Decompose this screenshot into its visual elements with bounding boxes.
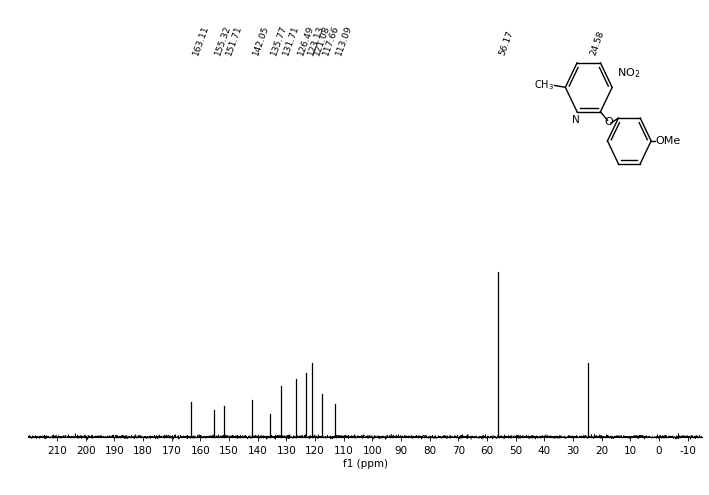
Text: 56.17: 56.17 [498, 29, 515, 57]
X-axis label: f1 (ppm): f1 (ppm) [342, 459, 388, 469]
Text: CH$_3$: CH$_3$ [534, 79, 554, 93]
Text: 155.32: 155.32 [213, 24, 233, 57]
Text: 24.58: 24.58 [588, 30, 605, 57]
Text: 126.49: 126.49 [296, 24, 316, 57]
Text: 142.05: 142.05 [252, 24, 271, 57]
Text: 163.11: 163.11 [191, 24, 211, 57]
Text: 117.66: 117.66 [322, 24, 341, 57]
Text: O: O [605, 117, 613, 127]
Text: N: N [572, 114, 580, 125]
Text: 151.71: 151.71 [224, 24, 243, 57]
Text: OMe: OMe [656, 136, 681, 146]
Text: 135.77: 135.77 [270, 24, 289, 57]
Text: 123.13: 123.13 [306, 24, 325, 57]
Text: 113.09: 113.09 [335, 24, 354, 57]
Text: 131.71: 131.71 [281, 24, 301, 57]
Text: NO$_2$: NO$_2$ [617, 66, 640, 80]
Text: 121.08: 121.08 [312, 24, 331, 57]
